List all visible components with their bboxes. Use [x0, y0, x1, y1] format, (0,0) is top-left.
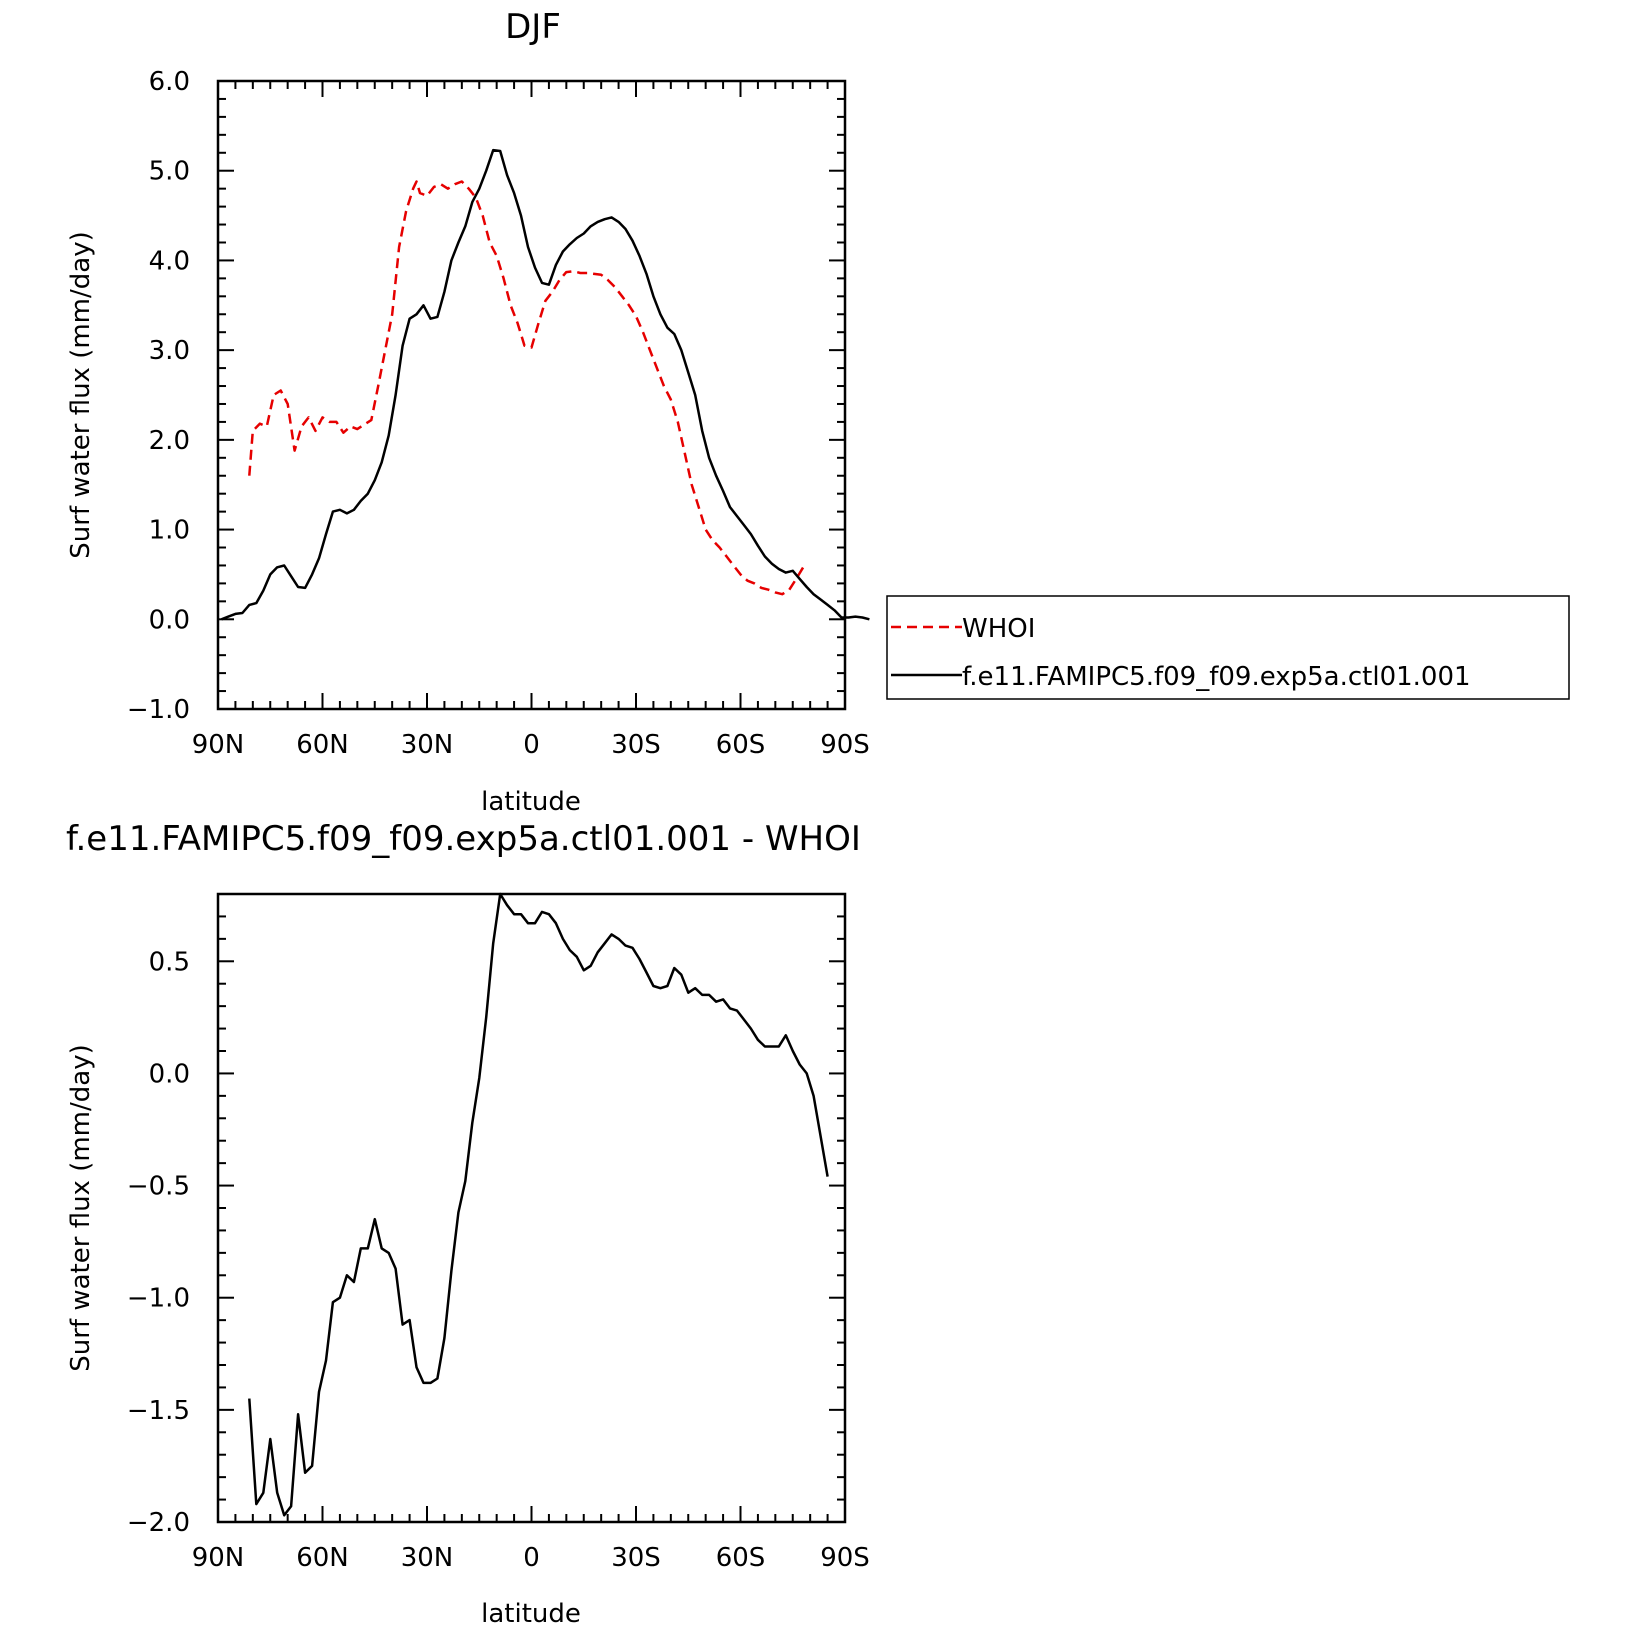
- x-tick-label: 30S: [611, 1543, 661, 1573]
- top-panel: DJF 90N 60N 30N 0 30S 60S 90S −1.0 0.0 1.0 2.0 3.0…: [66, 7, 870, 817]
- x-tick-label: 30S: [611, 730, 661, 760]
- bottom-axes-ticks: [217, 893, 846, 1523]
- bottom-series-layer: [248, 892, 829, 1517]
- bottom-x-axis-label: latitude: [481, 1599, 581, 1629]
- x-tick-label: 60N: [296, 730, 349, 760]
- y-tick-label: −1.5: [127, 1396, 190, 1426]
- top-series-line-0: [248, 180, 805, 596]
- top-x-tick-labels: 90N 60N 30N 0 30S 60S 90S: [192, 730, 870, 760]
- top-panel-title: DJF: [505, 7, 561, 47]
- y-tick-label: 0.5: [149, 947, 190, 977]
- y-tick-label: −0.5: [127, 1172, 190, 1202]
- y-tick-label: 6.0: [149, 67, 190, 97]
- y-tick-label: 1.0: [149, 516, 190, 546]
- x-tick-label: 30N: [401, 730, 454, 760]
- x-tick-label: 90S: [820, 730, 870, 760]
- x-tick-label: 90S: [820, 1543, 870, 1573]
- y-tick-label: −1.0: [127, 695, 190, 725]
- x-tick-label: 60S: [716, 730, 766, 760]
- legend-label-whoi: WHOI: [962, 614, 1035, 644]
- y-tick-label: 0.0: [149, 1059, 190, 1089]
- top-y-axis-label: Surf water flux (mm/day): [66, 231, 96, 558]
- y-tick-label: 4.0: [149, 246, 190, 276]
- x-tick-label: 60N: [296, 1543, 349, 1573]
- y-tick-label: 3.0: [149, 336, 190, 366]
- x-tick-label: 30N: [401, 1543, 454, 1573]
- y-tick-label: 2.0: [149, 426, 190, 456]
- top-plot-frame: [216, 79, 847, 711]
- y-tick-label: 5.0: [149, 157, 190, 187]
- x-tick-label: 90N: [192, 730, 245, 760]
- x-tick-label: 60S: [716, 1543, 766, 1573]
- x-tick-label: 0: [523, 730, 540, 760]
- top-series-line-1: [221, 148, 870, 621]
- legend: WHOI f.e11.FAMIPC5.f09_f09.exp5a.ctl01.0…: [886, 595, 1570, 700]
- top-y-tick-labels: −1.0 0.0 1.0 2.0 3.0 4.0 5.0 6.0: [127, 67, 190, 725]
- legend-box: [886, 595, 1570, 700]
- top-series-layer: [221, 148, 870, 621]
- bottom-panel-title: f.e11.FAMIPC5.f09_f09.exp5a.ctl01.001 - …: [66, 819, 861, 859]
- top-x-axis-label: latitude: [481, 787, 581, 817]
- y-tick-label: −1.0: [127, 1284, 190, 1314]
- bottom-plot-frame: [216, 892, 847, 1524]
- bottom-panel: f.e11.FAMIPC5.f09_f09.exp5a.ctl01.001 - …: [66, 819, 870, 1629]
- bottom-x-tick-labels: 90N 60N 30N 0 30S 60S 90S: [192, 1543, 870, 1573]
- bottom-y-axis-label: Surf water flux (mm/day): [66, 1044, 96, 1371]
- y-tick-label: −2.0: [127, 1508, 190, 1538]
- x-tick-label: 90N: [192, 1543, 245, 1573]
- top-axes-ticks: [217, 80, 846, 710]
- legend-label-model: f.e11.FAMIPC5.f09_f09.exp5a.ctl01.001: [962, 662, 1471, 692]
- bottom-series-line-0: [248, 892, 829, 1517]
- y-tick-label: 0.0: [149, 605, 190, 635]
- bottom-y-tick-labels: −2.0 −1.5 −1.0 −0.5 0.0 0.5: [127, 947, 190, 1538]
- x-tick-label: 0: [523, 1543, 540, 1573]
